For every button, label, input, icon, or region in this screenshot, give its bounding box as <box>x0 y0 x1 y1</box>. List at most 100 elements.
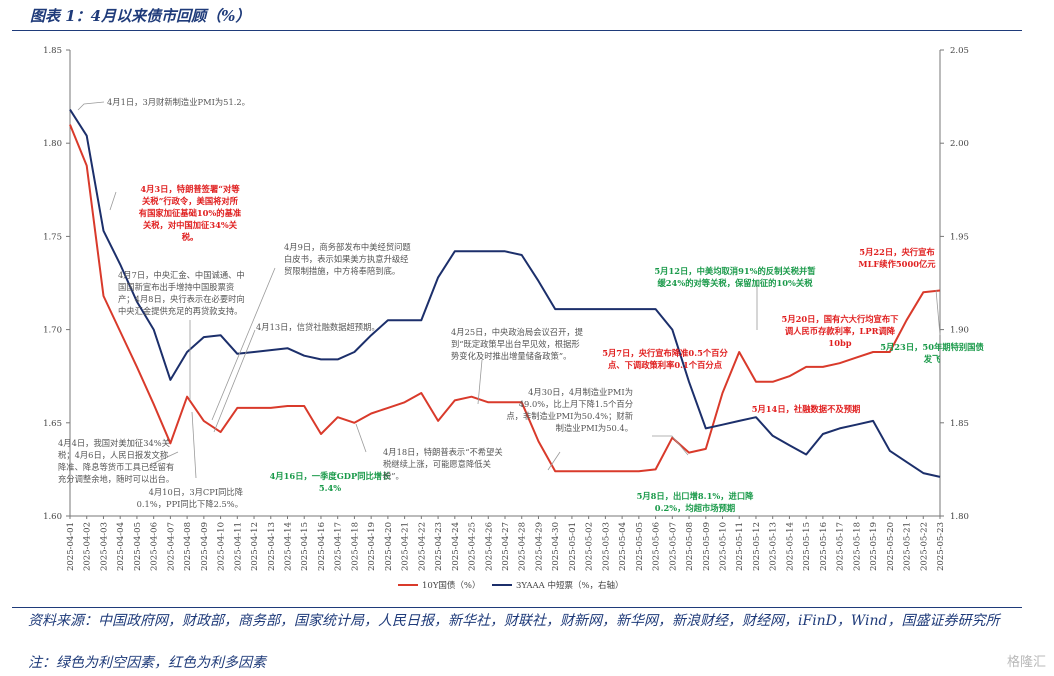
annotation-text: 产；4月8日，央行表示在必要时向 <box>118 294 245 304</box>
series-10y-line <box>69 124 941 473</box>
annotation-leader-line <box>355 423 367 453</box>
x-tick-label: 2025-04-24 <box>451 522 461 571</box>
annotation-text: 4月1日，3月财新制造业PMI为51.2。 <box>107 97 250 107</box>
annotation-text: 10bp <box>828 338 851 348</box>
x-tick-label: 2025-05-03 <box>601 522 611 571</box>
chart-axes: 1.60 1.65 1.70 1.75 1.80 1.85 1.80 1.85 1.90 1.95… <box>43 46 969 571</box>
annotation-text: 5月20日，国有六大行均宣布下 <box>782 314 900 324</box>
x-tick-label: 2025-04-02 <box>83 522 93 571</box>
chart-legend: 10Y国债（%） 3YAAA 中短票（%，右轴） <box>398 580 624 591</box>
annotation-text: 5月7日，央行宣布降准0.5个百分 <box>602 348 728 358</box>
legend-label-3yaaa: 3YAAA 中短票（%，右轴） <box>516 580 624 591</box>
annotation-text: 调人民币存款利率，LPR调降 <box>785 326 896 336</box>
annotation-text: 税；4月6日，人民日报发文称 <box>58 450 168 460</box>
annotation-text: 4月9日，商务部发布中美经贸问题 <box>284 242 411 252</box>
x-tick-label: 2025-04-15 <box>300 522 310 571</box>
x-tick-label: 2025-05-13 <box>769 522 779 571</box>
annotation-leader-line <box>652 435 689 456</box>
page-title: 图表 1：4月以来债市回顾（%） <box>30 7 251 25</box>
annotation-text: 势变化及时推出增量储备政策”。 <box>451 351 571 361</box>
annotation-text: 点、下调政策利率0.1个百分点 <box>608 360 723 370</box>
series-3yaaa-line <box>69 109 941 478</box>
annotation-text: 5.4% <box>319 483 341 493</box>
annotation-text: 关税”行政令，美国将对所 <box>142 196 239 206</box>
annotation-text: 5月23日，50年期特别国债 <box>880 342 984 352</box>
x-tick-label: 2025-04-18 <box>350 522 360 571</box>
x-tick-label: 2025-05-20 <box>886 522 896 571</box>
annotation-text: 5月12日，中美均取消91%的反制关税并暂 <box>654 266 816 276</box>
footer-divider <box>12 607 1022 608</box>
x-tick-label: 2025-04-20 <box>384 522 394 571</box>
annotation-text: 49.0%，比上月下降1.5个百分 <box>519 399 633 409</box>
annotation-text: 贸限制措施，中方将奉陪到底。 <box>284 266 400 276</box>
annotation-leader-line <box>213 329 256 433</box>
x-tick-label: 2025-04-27 <box>501 522 511 571</box>
annotation-text: 0.1%，PPI同比下降2.5%。 <box>137 499 243 509</box>
x-tick-label: 2025-04-30 <box>551 522 561 571</box>
annotation-text: 4月18日，特朗普表示“不希望关 <box>383 447 503 457</box>
annotation-text: 税继续上涨，可能愿意降低关 <box>383 459 491 469</box>
x-tick-label: 2025-04-26 <box>484 522 494 571</box>
annotation-text: 降准、降息等货币工具已经留有 <box>58 462 174 472</box>
annotation-leader-line <box>477 359 483 405</box>
right-tick-label: 1.90 <box>950 326 969 336</box>
x-tick-label: 2025-04-12 <box>250 522 260 571</box>
annotation-text: 有国家加征基础10%的基准 <box>139 208 242 218</box>
left-tick-label: 1.75 <box>43 232 62 242</box>
annotation-text: 5月14日，社融数据不及预期 <box>752 404 861 414</box>
x-tick-label: 2025-05-18 <box>852 522 862 571</box>
x-tick-label: 2025-04-11 <box>233 522 243 571</box>
x-tick-label: 2025-05-14 <box>785 522 795 571</box>
x-tick-label: 2025-04-13 <box>267 522 277 571</box>
x-tick-label: 2025-05-01 <box>568 522 578 571</box>
x-tick-label: 2025-04-10 <box>217 522 227 571</box>
x-tick-label: 2025-05-09 <box>702 522 712 571</box>
annotations: 4月1日，3月财新制造业PMI为51.2。 4月3日，特朗普签署“对等关税”行政令… <box>58 97 984 513</box>
annotation-text: 点，非制造业PMI为50.4%；财新 <box>506 411 633 421</box>
right-tick-label: 1.80 <box>950 512 969 522</box>
x-tick-label: 2025-04-05 <box>133 522 143 571</box>
note-text: 注：绿色为利空因素，红色为利多因素 <box>28 655 266 671</box>
annotation-text: 充分调整余地，随时可以出台。 <box>58 474 174 484</box>
chart-lines <box>69 109 941 478</box>
annotation-text: 4月30日，4月制造业PMI为 <box>528 387 633 397</box>
x-tick-label: 2025-04-21 <box>401 522 411 571</box>
annotation-text: 4月25日，中央政治局会议召开，提 <box>451 327 584 337</box>
bond-market-chart: 1.60 1.65 1.70 1.75 1.80 1.85 1.80 1.85 1.90 1.95… <box>43 46 984 591</box>
x-tick-label: 2025-05-02 <box>585 522 595 571</box>
x-tick-label: 2025-04-19 <box>367 522 377 571</box>
x-tick-label: 2025-04-28 <box>518 522 528 571</box>
legend-label-10y: 10Y国债（%） <box>422 580 481 591</box>
annotation-text: 缓24%的对等关税，保留加征的10%关税 <box>657 278 813 288</box>
annotation-leader-line <box>191 411 197 479</box>
annotation-text: 到“既定政策早出台早见效，根据形 <box>451 339 580 349</box>
annotation-text: 发飞 <box>923 354 941 364</box>
annotation-text: 4月16日，一季度GDP同比增长 <box>270 471 392 481</box>
annotation-text: MLF续作5000亿元 <box>858 259 936 269</box>
right-tick-label: 2.00 <box>950 139 969 149</box>
x-tick-label: 2025-05-06 <box>652 522 662 571</box>
x-tick-label: 2025-04-01 <box>66 522 76 571</box>
annotation-text: 税”。 <box>383 471 404 481</box>
annotation-leader-line <box>547 451 561 471</box>
annotation-leader-line <box>211 267 276 421</box>
annotation-leaders <box>77 101 941 479</box>
annotation-text: 5月22日，央行宣布 <box>859 247 934 257</box>
annotation-leader-line <box>109 191 117 211</box>
annotation-leader-line <box>149 451 179 466</box>
x-tick-label: 2025-05-19 <box>869 522 879 571</box>
x-tick-label: 2025-04-29 <box>534 522 544 571</box>
x-tick-label: 2025-05-22 <box>919 522 929 571</box>
annotation-text: 白皮书，表示如果美方执意升级经 <box>284 254 409 264</box>
annotation-text: 5月8日，出口增8.1%，进口降 <box>637 491 755 501</box>
x-tick-label: 2025-05-07 <box>668 522 678 571</box>
x-tick-label: 2025-05-12 <box>752 522 762 571</box>
left-tick-label: 1.80 <box>43 139 62 149</box>
x-tick-label: 2025-05-15 <box>802 522 812 571</box>
x-tick-label: 2025-04-03 <box>99 522 109 571</box>
x-tick-label: 2025-05-17 <box>836 522 846 571</box>
source-text: 资料来源：中国政府网，财政部，商务部，国家统计局，人民日报，新华社，财联社，财新… <box>28 613 1000 629</box>
annotation-text: 4月13日，信贷社融数据超预期。 <box>256 322 380 332</box>
left-tick-label: 1.70 <box>43 326 62 336</box>
x-tick-label: 2025-04-22 <box>417 522 427 571</box>
